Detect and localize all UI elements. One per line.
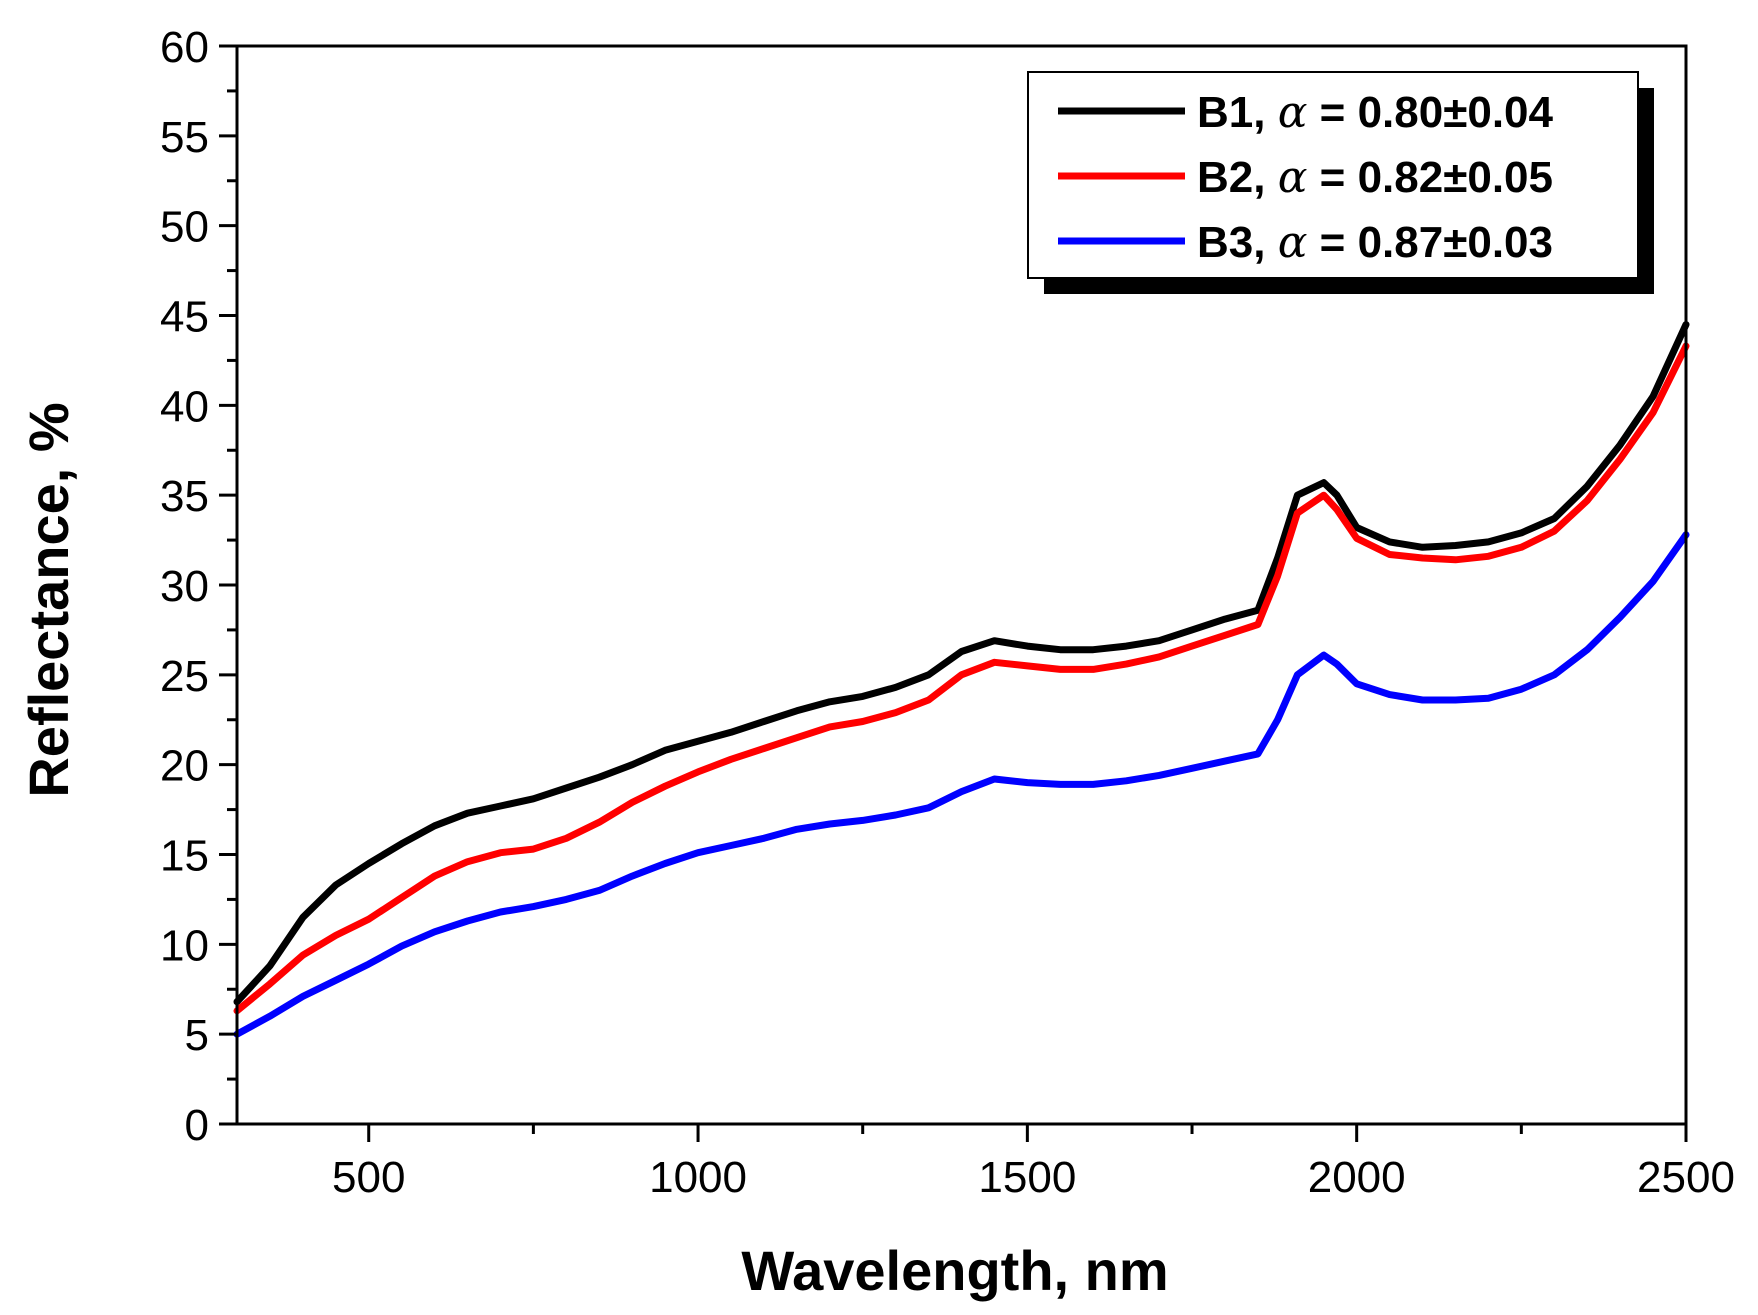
y-tick-label: 0 xyxy=(185,1101,209,1150)
legend-entries: B1, α = 0.80±0.04 B2, α = 0.82±0.05 B3, α … xyxy=(1058,87,1554,268)
legend-series-name: B3, xyxy=(1197,218,1278,267)
legend-label-b2: B2, α = 0.82±0.05 xyxy=(1197,152,1553,203)
y-tick-label: 40 xyxy=(160,382,209,431)
series-line-b3 xyxy=(233,531,1690,1038)
y-tick-label: 30 xyxy=(160,562,209,611)
legend-alpha-value: = 0.87±0.03 xyxy=(1307,218,1553,267)
y-tick-label: 55 xyxy=(160,113,209,162)
y-tick-label: 15 xyxy=(160,832,209,881)
series-line-b1 xyxy=(233,321,1690,1006)
legend-series-name: B2, xyxy=(1197,153,1278,202)
x-tick-label: 2000 xyxy=(1308,1153,1406,1202)
y-tick-label: 25 xyxy=(160,652,209,701)
x-tick-label: 2500 xyxy=(1637,1153,1735,1202)
x-tick-label: 500 xyxy=(332,1153,405,1202)
series-line-b2 xyxy=(233,342,1690,1015)
y-tick-label: 50 xyxy=(160,203,209,252)
legend-alpha-symbol: α xyxy=(1278,152,1308,203)
x-tick-label: 1000 xyxy=(649,1153,747,1202)
plot-area-frame xyxy=(235,44,1688,1126)
x-tick-label: 1500 xyxy=(978,1153,1076,1202)
y-tick-label: 60 xyxy=(160,23,209,72)
legend-series-name: B1, xyxy=(1197,88,1278,137)
legend-alpha-value: = 0.82±0.05 xyxy=(1307,153,1553,202)
y-tick-label: 35 xyxy=(160,472,209,521)
y-tick-label: 10 xyxy=(160,921,209,970)
legend-alpha-symbol: α xyxy=(1278,87,1308,138)
y-tick-label: 5 xyxy=(185,1011,209,1060)
y-axis-title: Reflectance, % xyxy=(17,402,80,797)
x-axis-title: Wavelength, nm xyxy=(741,1239,1168,1302)
legend-label-b3: B3, α = 0.87±0.03 xyxy=(1197,217,1553,268)
y-tick-label: 45 xyxy=(160,293,209,342)
legend-label-b1: B1, α = 0.80±0.04 xyxy=(1197,87,1554,138)
ticks-layer xyxy=(219,44,1688,1142)
legend-alpha-value: = 0.80±0.04 xyxy=(1307,88,1553,137)
legend: B1, α = 0.80±0.04 B2, α = 0.82±0.05 B3, α … xyxy=(1027,71,1654,294)
y-tick-label: 20 xyxy=(160,742,209,791)
legend-alpha-symbol: α xyxy=(1278,217,1308,268)
series-layer xyxy=(233,321,1690,1038)
tick-labels-layer: 500 1000 1500 2000 2500 0 5 10 15 20 25 30 35 40 45 50 5… xyxy=(160,23,1735,1202)
